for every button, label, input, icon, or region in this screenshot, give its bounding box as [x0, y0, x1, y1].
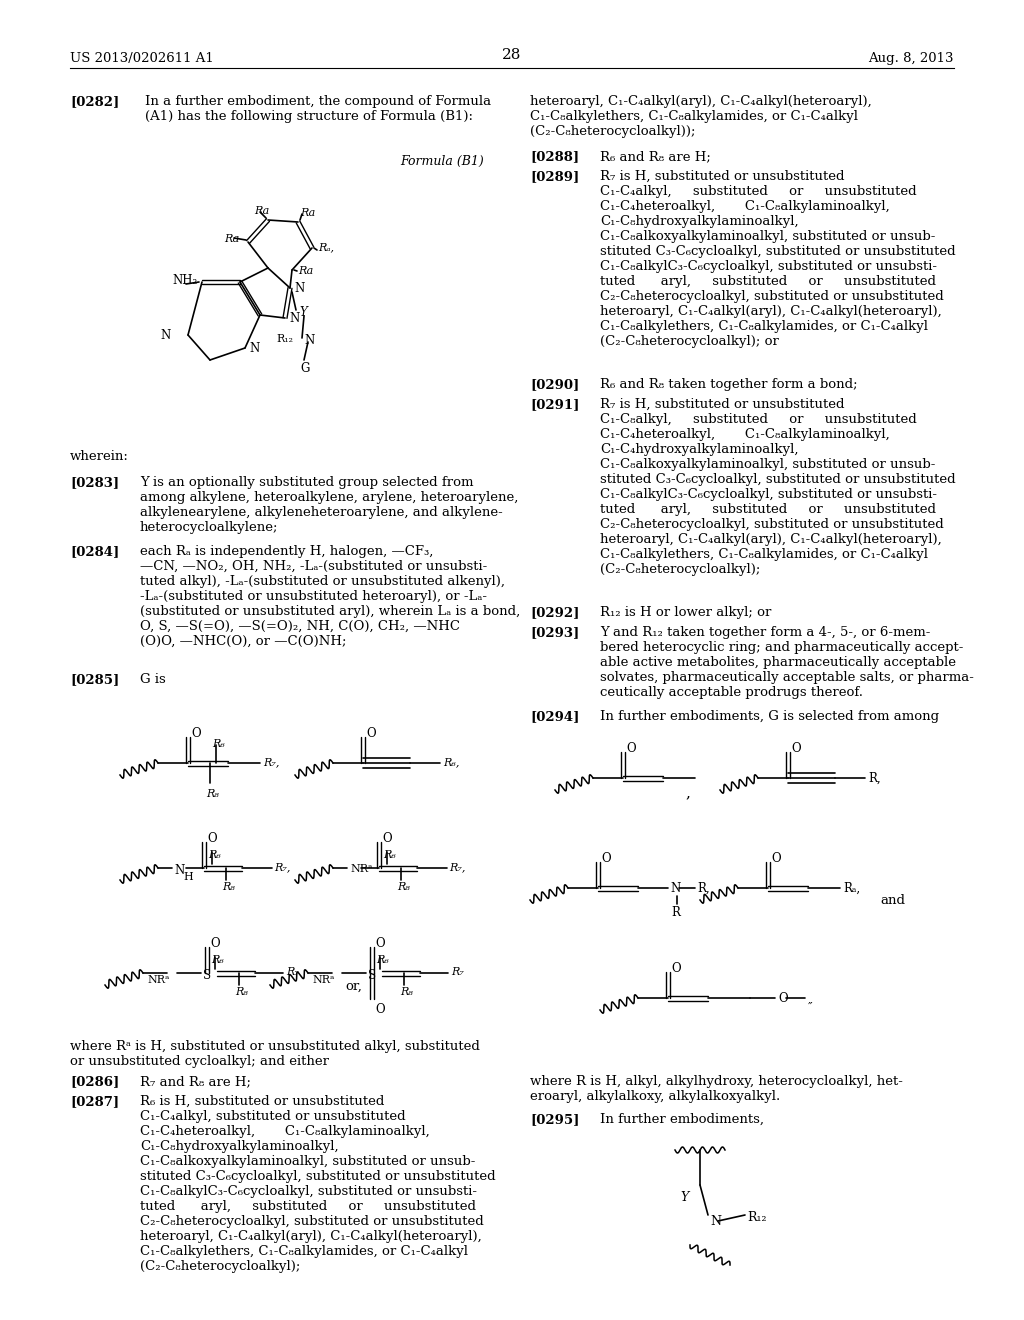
Text: R₇: R₇ [451, 968, 464, 977]
Text: O: O [626, 742, 636, 755]
Text: R,: R, [868, 772, 881, 785]
Text: NRᵃ: NRᵃ [147, 975, 169, 985]
Text: Formula (B1): Formula (B1) [400, 154, 483, 168]
Text: R₇: R₇ [286, 968, 299, 977]
Text: S: S [368, 969, 376, 982]
Text: R₈: R₈ [206, 789, 219, 799]
Text: Y is an optionally substituted group selected from
among alkylene, heteroalkylen: Y is an optionally substituted group sel… [140, 477, 518, 535]
Text: Ra: Ra [254, 206, 269, 216]
Text: O: O [210, 937, 219, 950]
Text: [0292]: [0292] [530, 606, 580, 619]
Text: R₁₂: R₁₂ [746, 1210, 767, 1224]
Text: R₇ is H, substituted or unsubstituted
C₁-C₄alkyl,     substituted     or     uns: R₇ is H, substituted or unsubstituted C₁… [600, 170, 955, 348]
Text: N: N [174, 865, 184, 876]
Text: R₆: R₆ [376, 954, 389, 965]
Text: S: S [203, 969, 211, 982]
Text: Y and R₁₂ taken together form a 4-, 5-, or 6-mem-
bered heterocyclic ring; and p: Y and R₁₂ taken together form a 4-, 5-, … [600, 626, 974, 700]
Text: R₇,: R₇, [449, 862, 465, 873]
Text: R₈: R₈ [397, 882, 410, 892]
Text: [0283]: [0283] [70, 477, 119, 488]
Text: Ra: Ra [298, 267, 313, 276]
Text: R₇,: R₇, [274, 862, 291, 873]
Text: [0290]: [0290] [530, 378, 580, 391]
Text: N: N [289, 312, 299, 325]
Text: Y: Y [680, 1191, 688, 1204]
Text: where R is H, alkyl, alkylhydroxy, heterocycloalkyl, het-
eroaryl, alkylalkoxy, : where R is H, alkyl, alkylhydroxy, heter… [530, 1074, 903, 1104]
Text: ″: ″ [808, 1002, 813, 1015]
Text: R₆: R₆ [212, 739, 225, 748]
Text: each Rₐ is independently H, halogen, —CF₃,
—CN, —NO₂, OH, NH₂, -Lₐ-(substituted : each Rₐ is independently H, halogen, —CF… [140, 545, 520, 648]
Text: R₆: R₆ [208, 850, 221, 861]
Text: R₇ and R₈ are H;: R₇ and R₈ are H; [140, 1074, 251, 1088]
Text: 28: 28 [503, 48, 521, 62]
Text: N: N [304, 334, 314, 347]
Text: NRᵃ: NRᵃ [312, 975, 335, 985]
Text: R₆: R₆ [383, 850, 396, 861]
Text: O: O [207, 832, 217, 845]
Text: [0288]: [0288] [530, 150, 580, 162]
Text: N: N [670, 882, 680, 895]
Text: wherein:: wherein: [70, 450, 129, 463]
Text: O: O [671, 962, 681, 975]
Text: Aug. 8, 2013: Aug. 8, 2013 [868, 51, 954, 65]
Text: [0289]: [0289] [530, 170, 580, 183]
Text: O: O [366, 727, 376, 741]
Text: N: N [249, 342, 259, 355]
Text: R₆: R₆ [211, 954, 224, 965]
Text: ,: , [685, 785, 690, 800]
Text: [0293]: [0293] [530, 626, 580, 639]
Text: O: O [771, 851, 780, 865]
Text: R₆ and R₈ taken together form a bond;: R₆ and R₈ taken together form a bond; [600, 378, 858, 391]
Text: [0295]: [0295] [530, 1113, 580, 1126]
Text: O: O [791, 742, 801, 755]
Text: O: O [375, 1003, 385, 1016]
Text: US 2013/0202611 A1: US 2013/0202611 A1 [70, 51, 214, 65]
Text: In a further embodiment, the compound of Formula
(A1) has the following structur: In a further embodiment, the compound of… [145, 95, 492, 123]
Text: R₁₂ is H or lower alkyl; or: R₁₂ is H or lower alkyl; or [600, 606, 771, 619]
Text: heteroaryl, C₁-C₄alkyl(aryl), C₁-C₄alkyl(heteroaryl),
C₁-C₈alkylethers, C₁-C₈alk: heteroaryl, C₁-C₄alkyl(aryl), C₁-C₄alkyl… [530, 95, 871, 139]
Text: R₇ is H, substituted or unsubstituted
C₁-C₈alkyl,     substituted     or     uns: R₇ is H, substituted or unsubstituted C₁… [600, 399, 955, 576]
Text: NH₂: NH₂ [172, 275, 198, 286]
Text: where Rᵃ is H, substituted or unsubstituted alkyl, substituted
or unsubstituted : where Rᵃ is H, substituted or unsubstitu… [70, 1040, 480, 1068]
Text: G is: G is [140, 673, 166, 686]
Text: Ra: Ra [300, 209, 315, 218]
Text: [0294]: [0294] [530, 710, 580, 723]
Text: O: O [778, 993, 787, 1005]
Text: Rₐ,: Rₐ, [843, 882, 860, 895]
Text: [0287]: [0287] [70, 1096, 119, 1107]
Text: In further embodiments,: In further embodiments, [600, 1113, 764, 1126]
Text: Ra: Ra [224, 234, 240, 244]
Text: G: G [300, 362, 309, 375]
Text: N: N [160, 329, 170, 342]
Text: Y: Y [299, 306, 307, 319]
Text: O: O [382, 832, 391, 845]
Text: [0285]: [0285] [70, 673, 119, 686]
Text: O: O [601, 851, 610, 865]
Text: R₇,: R₇, [263, 756, 280, 767]
Text: [0291]: [0291] [530, 399, 580, 411]
Text: [0286]: [0286] [70, 1074, 119, 1088]
Text: NRᵃ: NRᵃ [350, 865, 373, 874]
Text: O: O [191, 727, 201, 741]
Text: R,: R, [697, 882, 710, 895]
Text: R₆ and R₈ are H;: R₆ and R₈ are H; [600, 150, 711, 162]
Text: O: O [375, 937, 385, 950]
Text: R: R [671, 906, 680, 919]
Text: [0282]: [0282] [70, 95, 119, 108]
Text: R₆ is H, substituted or unsubstituted
C₁-C₄alkyl, substituted or unsubstituted
C: R₆ is H, substituted or unsubstituted C₁… [140, 1096, 496, 1272]
Text: and: and [880, 894, 905, 907]
Text: H: H [183, 873, 193, 882]
Text: or,: or, [345, 979, 361, 993]
Text: R₈: R₈ [234, 987, 248, 997]
Text: [0284]: [0284] [70, 545, 119, 558]
Text: N: N [710, 1214, 721, 1228]
Text: Rₐ,: Rₐ, [318, 242, 334, 252]
Text: N: N [294, 282, 304, 294]
Text: R₁₂: R₁₂ [276, 334, 293, 345]
Text: R₈: R₈ [222, 882, 234, 892]
Text: In further embodiments, G is selected from among: In further embodiments, G is selected fr… [600, 710, 939, 723]
Text: R₆,: R₆, [443, 756, 460, 767]
Text: R₈: R₈ [400, 987, 413, 997]
